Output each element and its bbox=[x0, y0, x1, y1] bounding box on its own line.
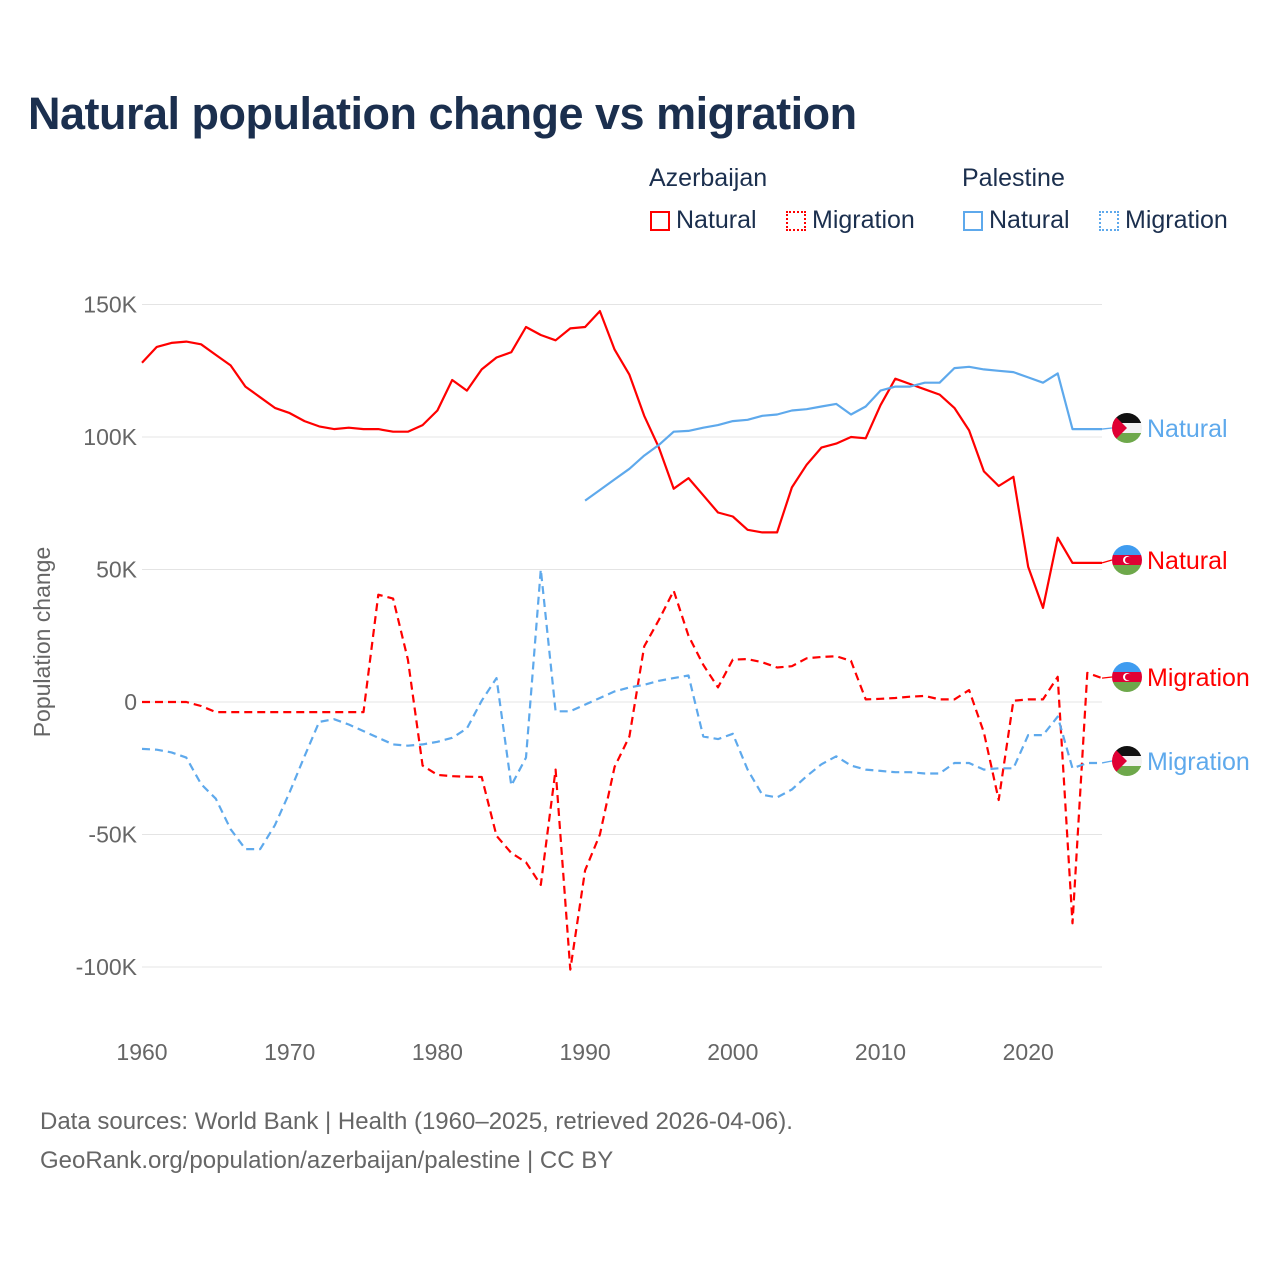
flag-stripe bbox=[1112, 413, 1142, 423]
y-tick-label: 150K bbox=[83, 292, 137, 318]
y-tick-label: -50K bbox=[88, 822, 137, 848]
legend-item-azerbaijan-natural[interactable]: Natural bbox=[650, 206, 757, 235]
legend-label: Migration bbox=[812, 206, 915, 234]
flag-stripe bbox=[1112, 746, 1142, 756]
x-tick-label: 1980 bbox=[412, 1039, 463, 1065]
legend-label: Migration bbox=[1125, 206, 1228, 234]
end-label-azerbaijan-migration: Migration bbox=[1147, 664, 1250, 692]
end-label-palestine-natural: Natural bbox=[1147, 415, 1228, 443]
azerbaijan-flag-icon bbox=[1112, 545, 1142, 575]
flag-stripe bbox=[1112, 682, 1142, 692]
legend-label: Natural bbox=[676, 206, 757, 234]
end-connector bbox=[1101, 760, 1113, 764]
solid-swatch-icon bbox=[963, 210, 983, 231]
flag-triangle bbox=[1112, 413, 1127, 443]
legend-item-palestine-natural[interactable]: Natural bbox=[963, 206, 1070, 235]
series-line-palestine-migration[interactable] bbox=[141, 568, 1102, 851]
azerbaijan-flag-icon bbox=[1112, 662, 1142, 692]
series-line-azerbaijan-natural[interactable] bbox=[141, 310, 1102, 609]
y-tick-label: 100K bbox=[83, 424, 137, 450]
crescent-cut bbox=[1125, 673, 1132, 681]
legend-group-azerbaijan: Azerbaijan bbox=[649, 164, 768, 192]
y-tick-label: 50K bbox=[96, 557, 138, 583]
footer-sources: Data sources: World Bank | Health (1960–… bbox=[40, 1108, 793, 1135]
legend-label: Natural bbox=[989, 206, 1070, 234]
flag-stripe bbox=[1112, 433, 1142, 443]
x-tick-label: 1970 bbox=[264, 1039, 315, 1065]
chart-title: Natural population change vs migration bbox=[28, 88, 857, 139]
flag-stripe bbox=[1112, 565, 1142, 575]
end-connector bbox=[1101, 559, 1113, 564]
y-tick-label: -100K bbox=[76, 954, 138, 980]
flag-stripe bbox=[1112, 662, 1142, 672]
x-tick-label: 2020 bbox=[1003, 1039, 1054, 1065]
end-connector bbox=[1101, 676, 1113, 679]
flag-triangle bbox=[1112, 746, 1127, 776]
flag-stripe bbox=[1112, 545, 1142, 555]
end-label-azerbaijan-natural: Natural bbox=[1147, 547, 1228, 575]
legend-item-palestine-migration[interactable]: Migration bbox=[1099, 206, 1228, 235]
x-tick-label: 2000 bbox=[707, 1039, 758, 1065]
end-label-palestine-migration: Migration bbox=[1147, 748, 1250, 776]
footer-link[interactable]: GeoRank.org/population/azerbaijan/palest… bbox=[40, 1147, 614, 1174]
x-tick-label: 1960 bbox=[116, 1039, 167, 1065]
legend-group-palestine: Palestine bbox=[962, 164, 1065, 192]
x-tick-label: 2010 bbox=[855, 1039, 906, 1065]
x-tick-label: 1990 bbox=[560, 1039, 611, 1065]
palestine-flag-icon bbox=[1112, 413, 1142, 443]
dotted-swatch-icon bbox=[1099, 210, 1119, 231]
dotted-swatch-icon bbox=[786, 210, 806, 231]
series-line-azerbaijan-migration[interactable] bbox=[142, 589, 1103, 971]
y-tick-label: 0 bbox=[124, 689, 137, 715]
series-line-palestine-natural[interactable] bbox=[584, 365, 1102, 502]
solid-swatch-icon bbox=[650, 210, 670, 231]
end-connector bbox=[1101, 427, 1113, 430]
legend-item-azerbaijan-migration[interactable]: Migration bbox=[786, 206, 915, 235]
flag-stripe bbox=[1112, 766, 1142, 776]
crescent-cut bbox=[1125, 556, 1132, 564]
palestine-flag-icon bbox=[1112, 746, 1142, 776]
y-axis-label: Population change bbox=[29, 547, 55, 738]
